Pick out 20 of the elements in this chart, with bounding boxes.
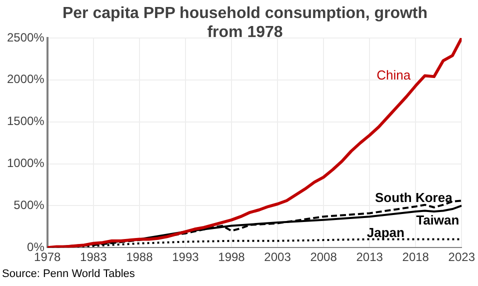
x-tick-label: 2023 <box>448 250 476 264</box>
chart-title: Per capita PPP household consumption, growth from 1978 <box>61 4 429 42</box>
x-tick-label: 2013 <box>356 250 384 264</box>
y-tick-label: 2000% <box>6 72 45 86</box>
series-label: China <box>376 68 412 83</box>
series-label: South Korea <box>375 190 454 206</box>
x-tick-label: 1988 <box>126 250 154 264</box>
series-label: Japan <box>366 224 404 240</box>
x-tick-label: 1998 <box>218 250 246 264</box>
x-tick-label: 2003 <box>264 250 292 264</box>
x-tick-label: 1993 <box>172 250 200 264</box>
y-tick-label: 2500% <box>6 30 45 44</box>
x-tick-label: 2008 <box>310 250 338 264</box>
x-tick-label: 2018 <box>402 250 430 264</box>
y-tick-label: 1500% <box>6 114 45 128</box>
series-label: Taiwan <box>416 212 460 228</box>
x-tick-label: 1983 <box>80 250 108 264</box>
y-tick-label: 500% <box>14 198 45 212</box>
source-note: Source: Penn World Tables <box>2 268 135 280</box>
y-tick-label: 1000% <box>6 156 45 170</box>
